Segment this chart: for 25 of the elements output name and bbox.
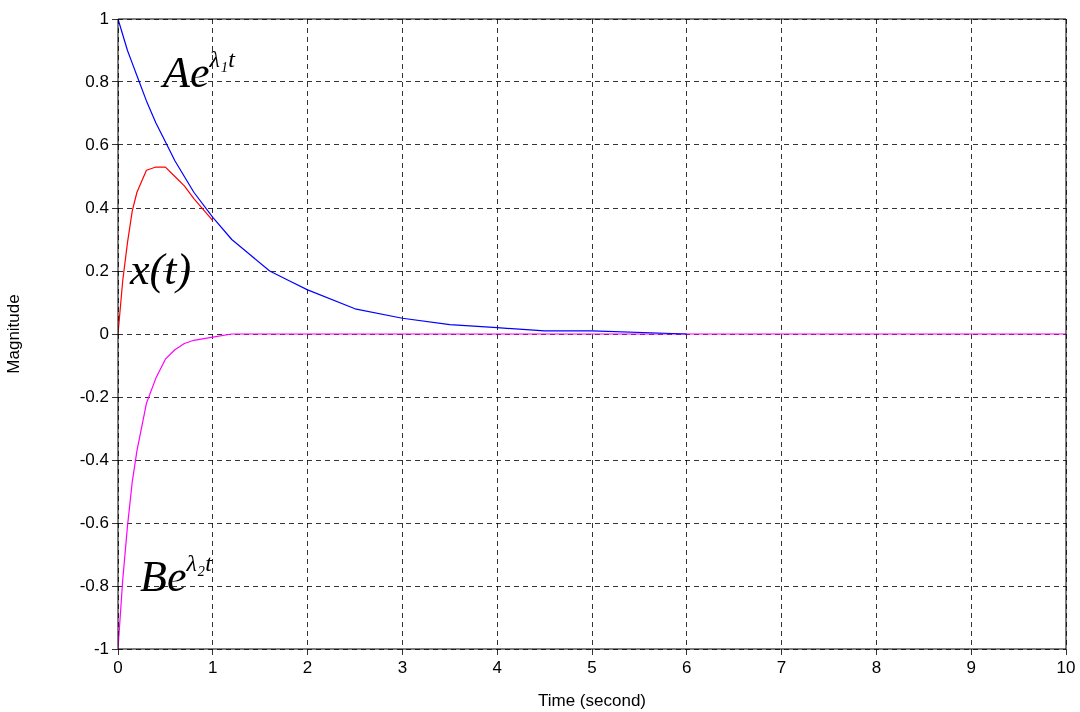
- y-tick-label: -1: [93, 638, 109, 658]
- y-tick-label: -0.8: [79, 575, 109, 595]
- x-tick-label: 5: [587, 657, 597, 677]
- x-tick-label: 3: [397, 657, 408, 677]
- y-tick-label: 0.6: [85, 134, 109, 154]
- y-tick-label: -0.2: [79, 386, 109, 406]
- y-tick-label: -0.4: [79, 449, 109, 469]
- series-label: x(t): [129, 245, 192, 294]
- x-tick-label: 10: [1056, 657, 1076, 677]
- y-tick-label: 0.4: [85, 197, 109, 217]
- x-tick-label: 8: [871, 657, 882, 677]
- x-tick-label: 4: [492, 657, 502, 677]
- x-tick-label: 1: [208, 657, 218, 677]
- y-tick-label: 0.8: [85, 71, 109, 91]
- x-tick-label: 6: [682, 657, 692, 677]
- y-axis-title: Magnitude: [3, 294, 23, 374]
- x-axis-title: Time (second): [537, 691, 647, 711]
- y-tick-label: -0.6: [79, 512, 109, 532]
- x-tick-label: 7: [776, 657, 787, 677]
- y-tick-label: 0: [99, 323, 109, 343]
- x-tick-label: 2: [302, 657, 313, 677]
- x-tick-label: 0: [113, 657, 123, 677]
- y-tick-label: 0.2: [85, 260, 109, 280]
- y-tick-label: 1: [99, 8, 109, 28]
- x-tick-label: 9: [966, 657, 976, 677]
